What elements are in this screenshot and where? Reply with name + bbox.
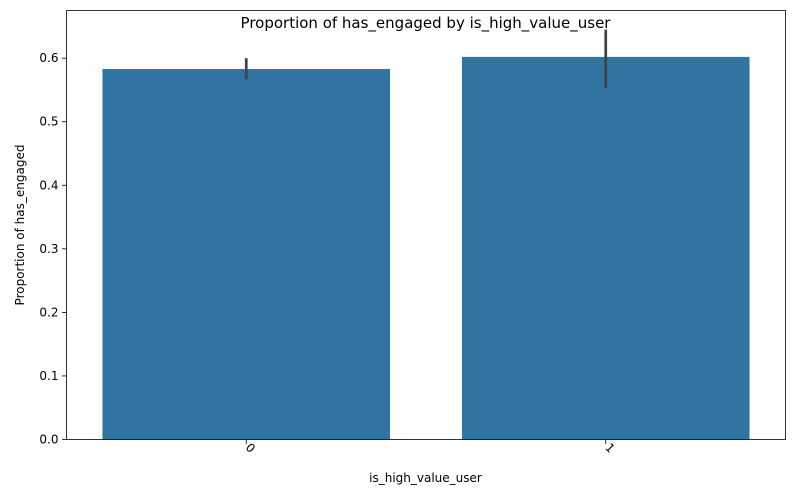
y-tick-label: 0.6 (39, 51, 58, 65)
bar-0 (102, 68, 391, 440)
y-tick-label: 0.4 (39, 178, 58, 192)
x-tick-label: 0 (243, 440, 258, 455)
chart-title: Proportion of has_engaged by is_high_val… (241, 14, 612, 33)
y-tick-label: 0.2 (39, 305, 58, 319)
y-axis: 0.0 0.1 0.2 0.3 0.4 0.5 0.6 (39, 51, 67, 447)
bar-1 (461, 56, 750, 440)
y-tick-label: 0.0 (39, 433, 58, 447)
y-tick-label: 0.1 (39, 369, 58, 383)
y-axis-label: Proportion of has_engaged (13, 145, 27, 306)
y-tick-label: 0.3 (39, 242, 58, 256)
plot-frame (66, 10, 786, 440)
x-axis-label: is_high_value_user (369, 471, 482, 485)
plot-area (102, 29, 750, 440)
x-tick-label: 1 (602, 440, 617, 455)
y-tick-label: 0.5 (39, 115, 58, 129)
